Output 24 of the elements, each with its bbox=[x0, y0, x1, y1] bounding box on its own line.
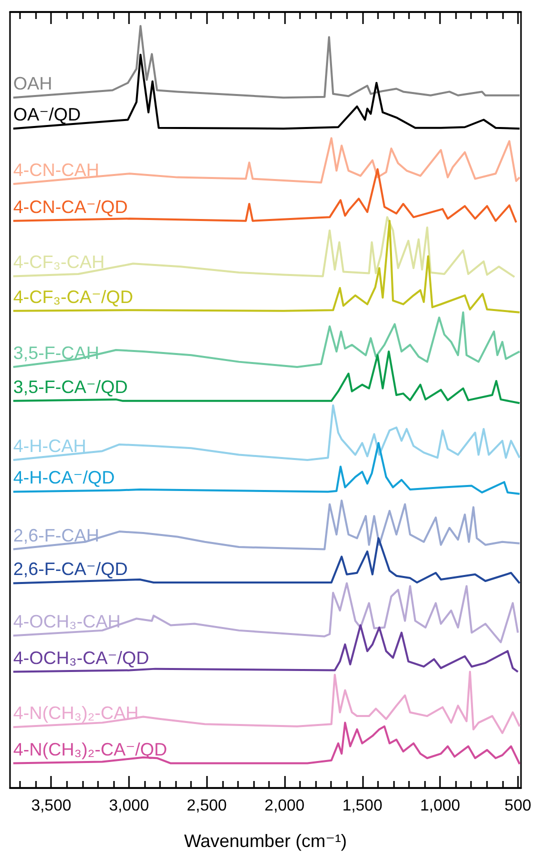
x-axis-title: Wavenumber (cm⁻¹) bbox=[184, 831, 347, 851]
x-tick-label: 500 bbox=[504, 798, 532, 814]
series-label: 4-CN-CA⁻/QD bbox=[13, 196, 128, 217]
series-label: 4-OCH₃-CA⁻/QD bbox=[13, 648, 150, 668]
series-label: 4-H-CA⁻/QD bbox=[13, 468, 115, 488]
x-tick-label: 2,000 bbox=[264, 798, 305, 814]
series-label: 4-N(CH₃)₂-CA⁻/QD bbox=[13, 739, 168, 760]
x-tick-label: 2,500 bbox=[186, 798, 227, 814]
x-tick-label: 3,500 bbox=[31, 798, 72, 814]
series-label: 2,6-F-CA⁻/QD bbox=[13, 559, 128, 580]
series-label: 4-H-CAH bbox=[13, 436, 86, 456]
x-tick-label: 1,500 bbox=[342, 798, 382, 814]
series-label: 4-CF₃-CAH bbox=[13, 252, 105, 272]
series-label: OA⁻/QD bbox=[13, 104, 81, 125]
series-label: 4-CN-CAH bbox=[13, 160, 100, 180]
series-label: 2,6-F-CAH bbox=[13, 525, 100, 546]
series-label: 4-N(CH₃)₂-CAH bbox=[13, 703, 139, 724]
series-label: 3,5-F-CA⁻/QD bbox=[13, 376, 128, 397]
series-label: OAH bbox=[13, 74, 52, 94]
series-label: 3,5-F-CAH bbox=[13, 342, 100, 363]
series-label: 4-OCH₃-CAH bbox=[13, 612, 121, 632]
x-tick-label: 1,000 bbox=[420, 798, 460, 814]
series-label: 4-CF₃-CA⁻/QD bbox=[13, 286, 134, 307]
x-tick-label: 3,000 bbox=[108, 798, 150, 814]
